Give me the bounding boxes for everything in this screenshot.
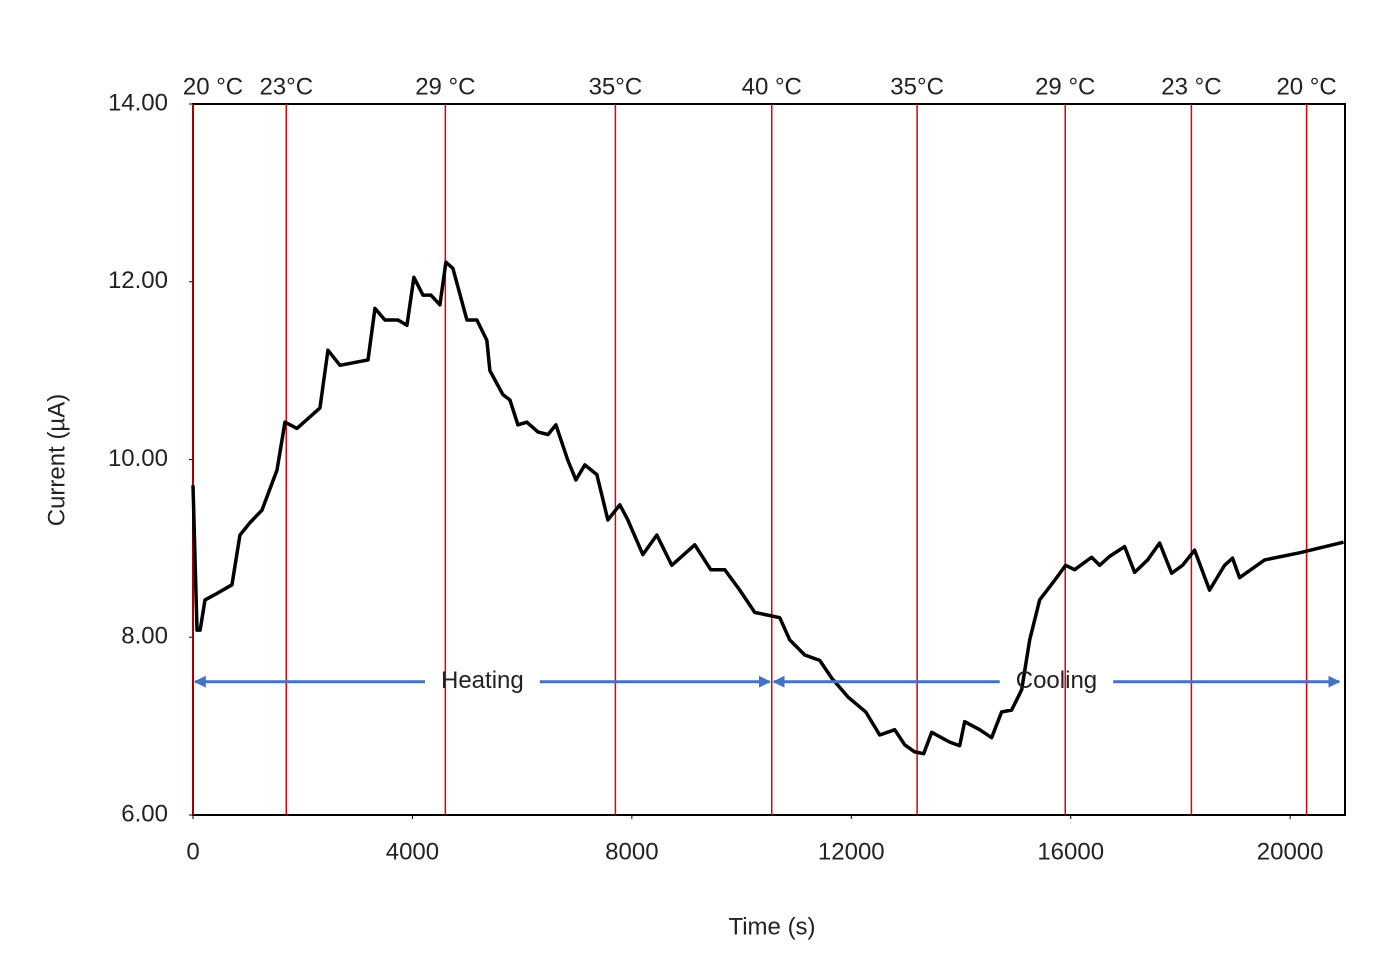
y-tick-label: 14.00 xyxy=(108,89,168,116)
y-tick-label: 12.00 xyxy=(108,267,168,294)
temperature-label: 35°C xyxy=(589,73,643,100)
plot-frame xyxy=(192,103,1346,816)
temperature-label: 20 °C xyxy=(183,73,243,100)
x-tick-label: 12000 xyxy=(818,838,885,865)
x-tick-label: 8000 xyxy=(605,838,658,865)
x-tick-label: 0 xyxy=(186,838,199,865)
y-axis-label: Current (µA) xyxy=(43,394,70,527)
temperature-label: 23°C xyxy=(259,73,313,100)
x-tick-label: 4000 xyxy=(386,838,439,865)
x-tick-label: 16000 xyxy=(1037,838,1104,865)
x-axis-label: Time (s) xyxy=(728,913,815,940)
y-tick-label: 8.00 xyxy=(121,623,168,650)
temperature-label: 40 °C xyxy=(742,73,802,100)
y-tick-label: 6.00 xyxy=(121,800,168,827)
temperature-label: 20 °C xyxy=(1276,73,1336,100)
data-line xyxy=(191,260,1344,756)
temperature-label: 29 °C xyxy=(1035,73,1095,100)
phase-label: Cooling xyxy=(1016,667,1097,694)
x-tick-label: 20000 xyxy=(1257,838,1324,865)
y-tick-label: 10.00 xyxy=(108,445,168,472)
temperature-label: 23 °C xyxy=(1161,73,1221,100)
temperature-label: 29 °C xyxy=(415,73,475,100)
phase-label: Heating xyxy=(441,667,524,694)
temperature-label: 35°C xyxy=(890,73,944,100)
